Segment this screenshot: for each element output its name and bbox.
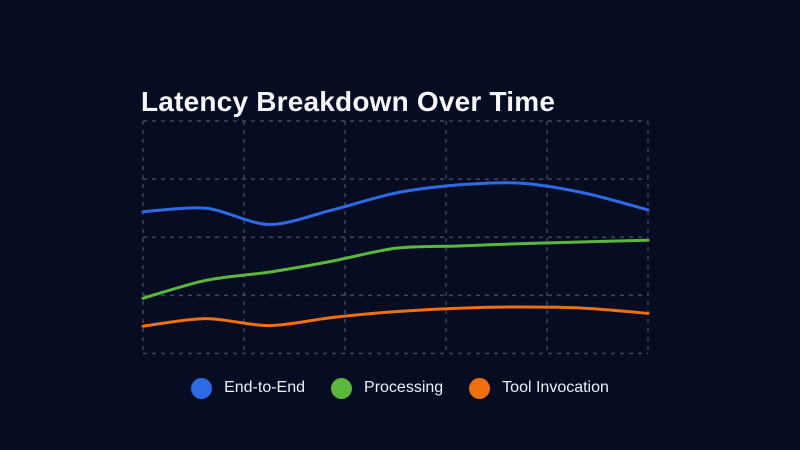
legend-swatch-processing — [331, 377, 353, 399]
chart-title: Latency Breakdown Over Time — [141, 85, 556, 117]
legend-swatch-end-to-end — [191, 377, 213, 399]
legend-item-processing: Processing — [331, 377, 444, 399]
legend-label-tool-invocation: Tool Invocation — [502, 379, 609, 396]
series-line-end-to-end — [141, 181, 650, 227]
legend-swatch-tool-invocation — [469, 377, 491, 399]
legend-label-processing: Processing — [364, 379, 444, 396]
legend-label-end-to-end: End-to-End — [224, 379, 306, 396]
legend-item-end-to-end: End-to-End — [191, 377, 306, 399]
legend-item-tool-invocation: Tool Invocation — [469, 377, 609, 399]
series-line-tool-invocation — [141, 305, 650, 328]
chart-legend: End-to-End Processing Tool Invocation — [0, 375, 800, 401]
series-line-processing — [141, 238, 650, 300]
chart-gridlines — [142, 120, 649, 355]
